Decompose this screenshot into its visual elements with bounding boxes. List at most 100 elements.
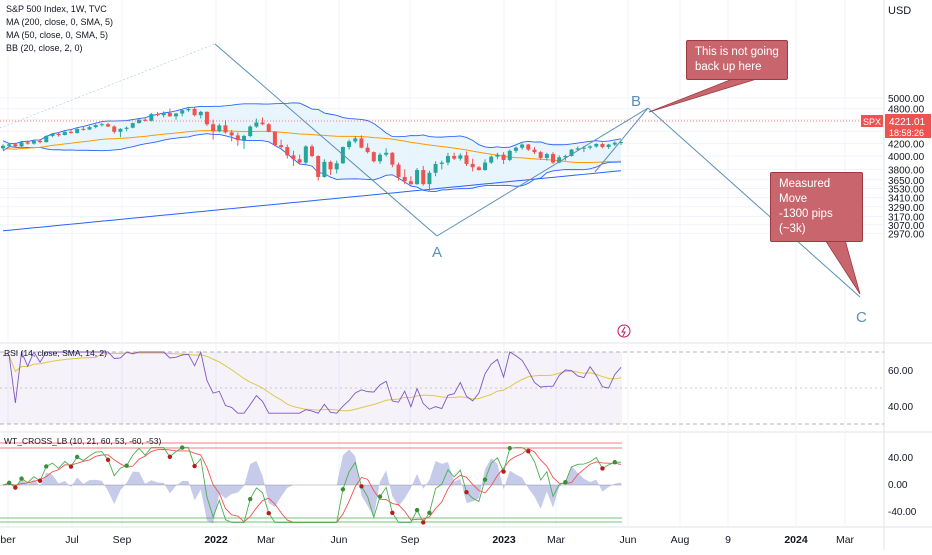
- wt-cross-dot: [105, 457, 111, 463]
- candle-body: [439, 162, 444, 164]
- wt-cross-dot: [501, 469, 506, 474]
- candle-body: [390, 152, 395, 165]
- candle-body: [198, 111, 203, 116]
- candle-body: [19, 142, 24, 147]
- wt-cross-dot: [180, 445, 185, 450]
- wt-tick-0: 0.00: [888, 480, 908, 491]
- wt-cross-dot: [482, 477, 488, 482]
- wt-cross-dot: [124, 463, 129, 468]
- candle-body: [359, 138, 364, 148]
- wt-cross-dot: [612, 460, 618, 465]
- candle-body: [38, 140, 43, 143]
- price-tick-label: 5000.00: [888, 94, 925, 105]
- time-axis[interactable]: ber Jul Sep 2022 Mar Jun Sep 2023 Mar Jun Aug 9 2024…: [0, 534, 854, 546]
- rsi-title: RSI (14, close, SMA, 14, 2): [4, 348, 107, 358]
- candle-body: [155, 114, 160, 116]
- candle-body: [242, 135, 247, 141]
- candle-body: [25, 142, 30, 144]
- wt-cross-dot: [266, 511, 271, 516]
- price-tick-label: 4000.00: [888, 152, 925, 163]
- wave-label-b: B: [631, 93, 641, 110]
- candle-body: [229, 132, 234, 136]
- candle-body: [384, 152, 389, 155]
- candle-body: [600, 143, 605, 148]
- price-tick-label: 3410.00: [888, 193, 925, 204]
- candle-body: [56, 133, 61, 136]
- wt-cross-dot: [44, 464, 49, 469]
- wt-tick-40: 40.00: [888, 453, 913, 464]
- economic-event-icon[interactable]: [617, 324, 631, 338]
- wt-cross-dot: [167, 454, 173, 460]
- ma200-line: [2, 170, 622, 232]
- bb-lower: [2, 133, 622, 192]
- candle-body: [483, 162, 488, 171]
- legend-ma200[interactable]: MA (200, close, 0, SMA, 5): [6, 17, 114, 27]
- callout-bottom-line-2: -1300 pips: [779, 208, 833, 220]
- candle-body: [563, 156, 568, 158]
- candle-body: [334, 163, 339, 170]
- candle-body: [619, 142, 623, 144]
- time-tick-label: Mar: [547, 534, 566, 546]
- time-tick-label: Mar: [257, 534, 276, 546]
- candle-body: [544, 154, 549, 158]
- candle-body: [223, 125, 228, 133]
- callout-bottom[interactable]: Measured Move -1300 pips (~3k): [770, 172, 863, 242]
- candle-body: [174, 113, 179, 117]
- candle-body: [118, 128, 123, 132]
- candle-body: [297, 159, 302, 163]
- candlesticks: [1, 107, 623, 192]
- candle-body: [427, 172, 432, 185]
- candle-body: [266, 124, 271, 132]
- wt-cross-dot: [414, 507, 420, 513]
- rsi-tick-40: 40.00: [888, 402, 913, 413]
- candle-body: [7, 144, 12, 146]
- candle-body: [575, 148, 580, 150]
- time-tick-label: Mar: [836, 534, 855, 546]
- legend-bb[interactable]: BB (20, close, 2, 0): [6, 43, 83, 53]
- candle-body: [396, 164, 401, 177]
- candle-body: [569, 149, 574, 156]
- price-tick-label: 3650.00: [888, 176, 925, 187]
- candle-body: [81, 128, 86, 130]
- wt-cross-lines: [2, 445, 622, 525]
- candle-body: [31, 140, 36, 144]
- time-tick-label: ber: [0, 534, 16, 546]
- candle-body: [1, 145, 5, 149]
- time-tick-label: Aug: [671, 534, 690, 546]
- callout-top[interactable]: This is not going back up here: [686, 40, 788, 80]
- candle-body: [489, 156, 494, 163]
- wt-cross-dot: [427, 510, 432, 515]
- candle-body: [217, 125, 222, 132]
- candle-body: [204, 111, 209, 125]
- candle-body: [186, 108, 191, 111]
- candle-body: [476, 167, 481, 171]
- time-tick-label: Jul: [65, 534, 78, 546]
- time-tick-label: 2022: [204, 534, 228, 546]
- candle-body: [272, 131, 277, 146]
- time-tick-label: Sep: [113, 534, 132, 546]
- candle-body: [112, 126, 117, 132]
- candle-body: [513, 147, 518, 151]
- candle-body: [130, 123, 135, 128]
- callout-bottom-line-1: Measured Move: [779, 178, 831, 205]
- candle-body: [254, 122, 259, 127]
- wt-cross-dot: [192, 463, 197, 469]
- candle-body: [248, 126, 253, 136]
- wt-cross-dot: [74, 454, 80, 460]
- legend-ma50[interactable]: MA (50, close, 0, SMA, 5): [6, 30, 109, 40]
- rsi-tick-60: 60.00: [888, 366, 913, 377]
- callout-top-line-1: This is not going: [695, 46, 779, 58]
- wt-cross-dot: [68, 464, 74, 469]
- price-tick-label: 3170.00: [888, 212, 925, 223]
- candle-body: [557, 157, 562, 163]
- rsi-ma-line: [3, 352, 622, 412]
- time-tick-label: Jun: [331, 534, 348, 546]
- legend-symbol[interactable]: S&P 500 Index, 1W, TVC: [6, 4, 107, 14]
- candle-body: [211, 124, 216, 132]
- time-tick-label: 2023: [492, 534, 516, 546]
- wt-cross-dot: [600, 466, 605, 471]
- last-price-badge: [885, 114, 931, 138]
- candle-body: [322, 161, 327, 177]
